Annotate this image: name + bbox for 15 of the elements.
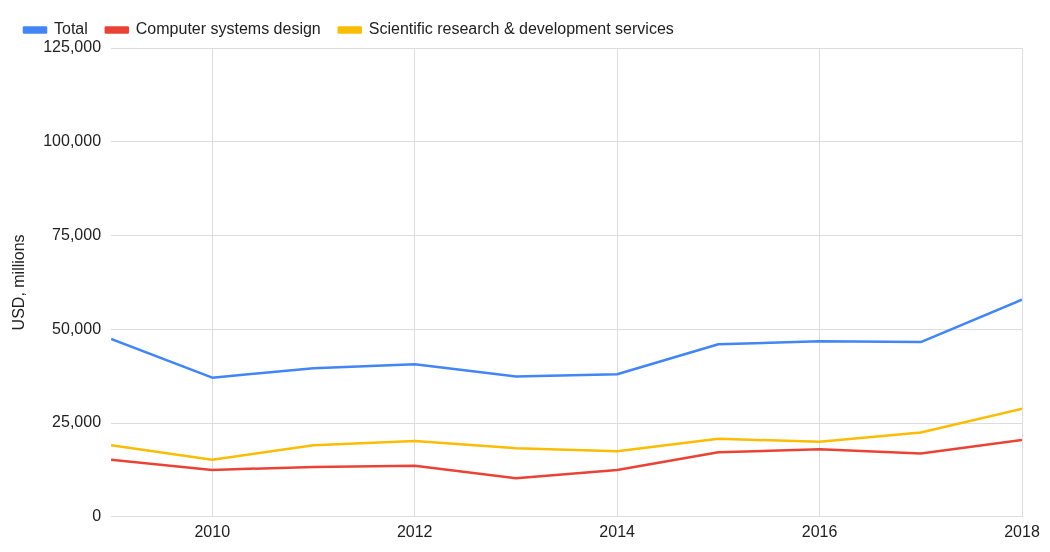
y-tick-label: 0: [92, 507, 102, 525]
y-tick-label: 25,000: [52, 413, 102, 431]
x-tick-label: 2014: [599, 522, 636, 540]
y-tick-label: 75,000: [52, 225, 102, 243]
x-tick-label: 2016: [801, 522, 838, 540]
y-tick-label: 100,000: [43, 132, 102, 150]
y-tick-label: 125,000: [43, 38, 102, 56]
x-tick-label: 2018: [1004, 522, 1040, 540]
legend-label: Computer systems design: [135, 20, 321, 38]
legend-label: Scientific research & development services: [368, 20, 674, 38]
legend-label: Total: [54, 20, 88, 38]
x-tick-label: 2012: [396, 522, 433, 540]
y-tick-label: 50,000: [52, 319, 102, 337]
x-tick-label: 2010: [194, 522, 231, 540]
y-axis-title: USD, millions: [10, 234, 28, 331]
